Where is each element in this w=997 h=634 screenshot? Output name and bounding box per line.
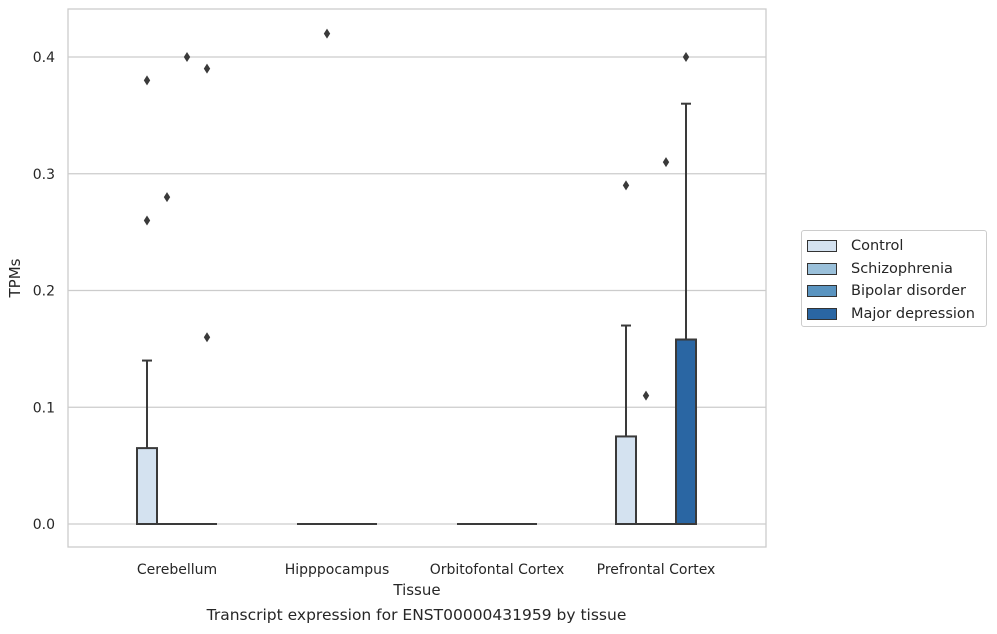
x-tick-label: Cerebellum [137, 562, 217, 578]
outlier-point [143, 75, 151, 86]
outlier-point [203, 332, 211, 343]
outlier-point [323, 28, 331, 39]
box-bipolar-disorder [177, 52, 197, 525]
outlier-point [622, 180, 630, 191]
x-tick-label: Hipppocampus [285, 562, 390, 578]
box-control [136, 75, 158, 525]
outlier-point [143, 215, 151, 226]
outlier-point [163, 192, 171, 203]
outlier-point [183, 52, 191, 62]
y-tick-label: 0.1 [33, 400, 55, 416]
legend-item: Bipolar disorder [807, 280, 986, 303]
box-body [615, 435, 637, 525]
legend-label: Major depression [851, 305, 975, 322]
legend-swatch [807, 240, 837, 253]
boxes [136, 28, 697, 525]
y-tick-label: 0.4 [33, 50, 55, 66]
box-major-depression [675, 52, 697, 525]
x-tick-label: Prefrontal Cortex [597, 562, 716, 578]
y-tick-label: 0.2 [33, 284, 55, 300]
y-axis-title: TPMs [6, 258, 24, 298]
outlier-point [662, 157, 670, 168]
plot-frame [67, 8, 767, 548]
y-tick-label: 0.0 [33, 517, 55, 533]
legend-label: Bipolar disorder [851, 283, 966, 300]
legend-item: Major depression [807, 303, 986, 326]
legend-item: Schizophrenia [807, 258, 986, 281]
legend-label: Schizophrenia [851, 260, 953, 277]
box-schizophrenia [317, 28, 337, 525]
box-body [675, 338, 697, 525]
y-tick-labels: 0.0 0.1 0.2 0.3 0.4 [33, 50, 55, 533]
x-tick-label: Orbitofontal Cortex [430, 562, 565, 578]
y-tick-label: 0.3 [33, 167, 55, 183]
legend: Control Schizophrenia Bipolar disorder Majo… [801, 230, 987, 327]
box-schizophrenia [636, 390, 656, 525]
outlier-point [642, 390, 650, 401]
x-tick-labels: Cerebellum Hipppocampus Orbitofontal Corte… [137, 562, 715, 578]
legend-swatch [807, 285, 837, 298]
outlier-point [682, 52, 690, 62]
chart-caption: Transcript expression for ENST0000043195… [206, 606, 627, 624]
legend-swatch [807, 307, 837, 320]
box-major-depression [197, 63, 217, 525]
legend-item: Control [807, 235, 986, 258]
grid-lines [68, 56, 766, 525]
legend-swatch [807, 262, 837, 275]
outlier-point [203, 63, 211, 74]
box-bipolar-disorder [656, 157, 676, 525]
x-axis-title: Tissue [392, 581, 440, 599]
box-body [136, 447, 158, 525]
box-control [615, 180, 637, 525]
box-schizophrenia [157, 192, 177, 525]
legend-label: Control [851, 238, 904, 255]
